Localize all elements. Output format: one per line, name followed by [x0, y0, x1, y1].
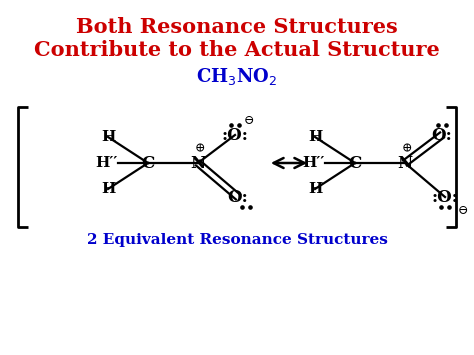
- Text: H: H: [308, 130, 322, 144]
- Text: H′′: H′′: [302, 156, 325, 170]
- Text: :O:: :O:: [221, 126, 248, 143]
- Text: N: N: [397, 154, 412, 171]
- Text: H: H: [308, 182, 322, 196]
- Text: H: H: [101, 182, 115, 196]
- Text: Contribute to the Actual Structure: Contribute to the Actual Structure: [34, 40, 440, 60]
- Text: H′′: H′′: [96, 156, 118, 170]
- Text: N: N: [191, 154, 206, 171]
- Text: :O:: :O:: [431, 189, 458, 206]
- Text: O:: O:: [228, 189, 248, 206]
- Text: ⊖: ⊖: [244, 115, 254, 127]
- Text: O:: O:: [432, 126, 452, 143]
- Text: Both Resonance Structures: Both Resonance Structures: [76, 17, 398, 37]
- Text: 2 Equivalent Resonance Structures: 2 Equivalent Resonance Structures: [87, 233, 387, 247]
- Text: ⊕: ⊕: [402, 142, 412, 155]
- Text: C: C: [141, 154, 155, 171]
- Text: C: C: [348, 154, 362, 171]
- Text: H: H: [101, 130, 115, 144]
- Text: ⊖: ⊖: [458, 204, 468, 218]
- Text: ⊕: ⊕: [195, 142, 205, 155]
- Text: CH$_3$NO$_2$: CH$_3$NO$_2$: [196, 66, 278, 87]
